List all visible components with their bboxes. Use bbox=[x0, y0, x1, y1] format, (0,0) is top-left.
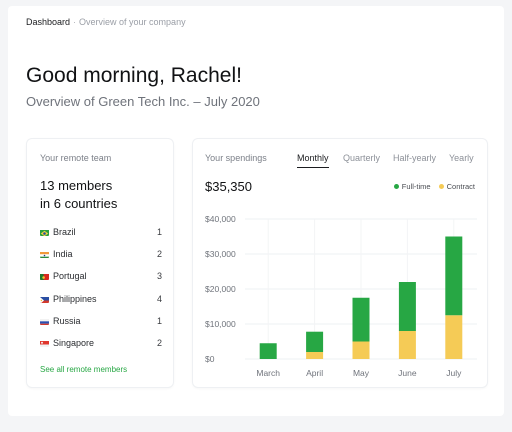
country-count: 1 bbox=[156, 227, 162, 237]
legend-contract: Contract bbox=[438, 182, 475, 191]
chart-legend: Full-time Contract bbox=[388, 182, 475, 191]
tab-quarterly[interactable]: Quarterly bbox=[343, 153, 381, 163]
spendings-total: $35,350 bbox=[205, 179, 252, 194]
country-name: Portugal bbox=[53, 271, 87, 282]
y-tick-label: $20,000 bbox=[205, 284, 236, 294]
country-count: 4 bbox=[156, 293, 162, 304]
remote-team-label: Your remote team bbox=[40, 153, 112, 163]
country-count: 3 bbox=[156, 271, 162, 282]
russia-flag-icon bbox=[40, 318, 49, 325]
country-row-india: India 2 bbox=[40, 249, 162, 271]
country-name: Brazil bbox=[53, 227, 76, 237]
india-flag-icon bbox=[40, 251, 49, 259]
country-count: 1 bbox=[156, 315, 162, 326]
country-row-portugal: Portugal 3 bbox=[40, 271, 162, 293]
bar-fulltime[interactable] bbox=[398, 282, 416, 331]
country-row-philippines: Philippines 4 bbox=[40, 294, 162, 316]
y-tick-label: $40,000 bbox=[205, 214, 236, 224]
page-title: Good morning, Rachel! bbox=[26, 64, 242, 87]
bar-fulltime[interactable] bbox=[306, 331, 324, 352]
x-tick-label: March bbox=[256, 368, 280, 378]
country-list: Brazil 1 India 2 Portugal 3 bbox=[40, 227, 162, 360]
spendings-card: Your spendings Monthly Quarterly Half-ye… bbox=[192, 138, 488, 388]
remote-team-card: Your remote team 13 members in 6 countri… bbox=[26, 138, 174, 388]
legend-fulltime: Full-time bbox=[393, 182, 431, 191]
see-all-members-link[interactable]: See all remote members bbox=[40, 365, 128, 374]
tab-half-yearly[interactable]: Half-yearly bbox=[393, 153, 437, 163]
page-subtitle: Overview of Green Tech Inc. – July 2020 bbox=[26, 94, 260, 109]
breadcrumb-root[interactable]: Dashboard bbox=[26, 17, 71, 27]
y-tick-label: $0 bbox=[205, 354, 215, 364]
spendings-bar-chart: $0 $10,000 $20,000 $30,000 $40,000 March April… bbox=[205, 214, 477, 378]
bar-contract[interactable] bbox=[398, 331, 416, 359]
tab-yearly[interactable]: Yearly bbox=[449, 153, 474, 163]
contract-dot-icon bbox=[438, 184, 444, 189]
portugal-flag-icon bbox=[40, 273, 49, 281]
team-countries-count: in 6 countries bbox=[40, 196, 118, 211]
country-name: Philippines bbox=[53, 293, 97, 304]
x-tick-label: May bbox=[353, 368, 370, 378]
country-count: 2 bbox=[156, 337, 162, 348]
brazil-flag-icon bbox=[40, 229, 49, 236]
country-row-brazil: Brazil 1 bbox=[40, 227, 162, 249]
breadcrumb: Dashboard · Overview of your company bbox=[26, 17, 186, 27]
country-count: 2 bbox=[156, 249, 162, 260]
y-tick-label: $30,000 bbox=[205, 249, 236, 259]
country-name: Singapore bbox=[53, 337, 95, 348]
bar-contract[interactable] bbox=[306, 352, 324, 359]
country-row-russia: Russia 1 bbox=[40, 316, 162, 338]
philippines-flag-icon bbox=[40, 296, 49, 303]
x-tick-label: April bbox=[306, 368, 323, 378]
bar-fulltime[interactable] bbox=[259, 343, 277, 359]
bar-fulltime[interactable] bbox=[445, 236, 463, 316]
legend-contract-label: Contract bbox=[446, 182, 475, 191]
spendings-label: Your spendings bbox=[205, 153, 267, 163]
country-name: India bbox=[53, 249, 73, 260]
x-tick-label: July bbox=[446, 368, 462, 378]
fulltime-dot-icon bbox=[393, 184, 399, 189]
singapore-flag-icon bbox=[40, 340, 49, 347]
legend-fulltime-label: Full-time bbox=[401, 182, 431, 191]
breadcrumb-current: Overview of your company bbox=[79, 17, 186, 27]
dashboard-page: Dashboard · Overview of your company Good … bbox=[8, 6, 504, 416]
team-members-count: 13 members bbox=[40, 178, 113, 193]
country-row-singapore: Singapore 2 bbox=[40, 338, 162, 360]
bar-contract[interactable] bbox=[352, 341, 370, 360]
x-tick-label: June bbox=[398, 368, 417, 378]
tab-monthly[interactable]: Monthly bbox=[297, 153, 329, 168]
breadcrumb-separator: · bbox=[73, 17, 77, 27]
y-tick-label: $10,000 bbox=[205, 319, 236, 329]
country-name: Russia bbox=[53, 315, 81, 326]
team-headline: 13 members in 6 countries bbox=[40, 177, 170, 213]
bar-contract[interactable] bbox=[445, 315, 463, 359]
bar-fulltime[interactable] bbox=[352, 297, 370, 342]
